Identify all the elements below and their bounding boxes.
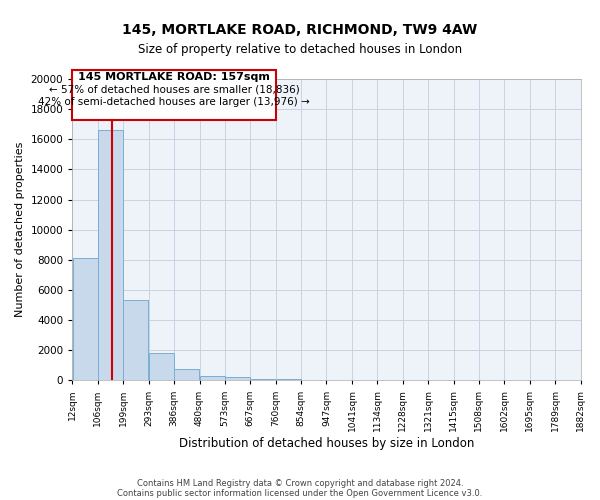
Text: 145, MORTLAKE ROAD, RICHMOND, TW9 4AW: 145, MORTLAKE ROAD, RICHMOND, TW9 4AW: [122, 22, 478, 36]
Bar: [98, 130, 123, 380]
Text: Size of property relative to detached houses in London: Size of property relative to detached ho…: [138, 42, 462, 56]
Text: 145 MORTLAKE ROAD: 157sqm: 145 MORTLAKE ROAD: 157sqm: [78, 72, 270, 83]
Bar: [73, 70, 275, 119]
Y-axis label: Number of detached properties: Number of detached properties: [15, 142, 25, 318]
Bar: [124, 300, 148, 380]
Bar: [225, 378, 250, 380]
Bar: [149, 353, 174, 380]
X-axis label: Distribution of detached houses by size in London: Distribution of detached houses by size …: [179, 437, 474, 450]
Bar: [174, 369, 199, 380]
Bar: [251, 378, 275, 380]
Bar: [73, 258, 98, 380]
Bar: [200, 376, 224, 380]
Text: Contains public sector information licensed under the Open Government Licence v3: Contains public sector information licen…: [118, 488, 482, 498]
Text: ← 57% of detached houses are smaller (18,836): ← 57% of detached houses are smaller (18…: [49, 84, 299, 94]
Text: 42% of semi-detached houses are larger (13,976) →: 42% of semi-detached houses are larger (…: [38, 96, 310, 106]
Bar: [276, 378, 301, 380]
Text: Contains HM Land Registry data © Crown copyright and database right 2024.: Contains HM Land Registry data © Crown c…: [137, 478, 463, 488]
